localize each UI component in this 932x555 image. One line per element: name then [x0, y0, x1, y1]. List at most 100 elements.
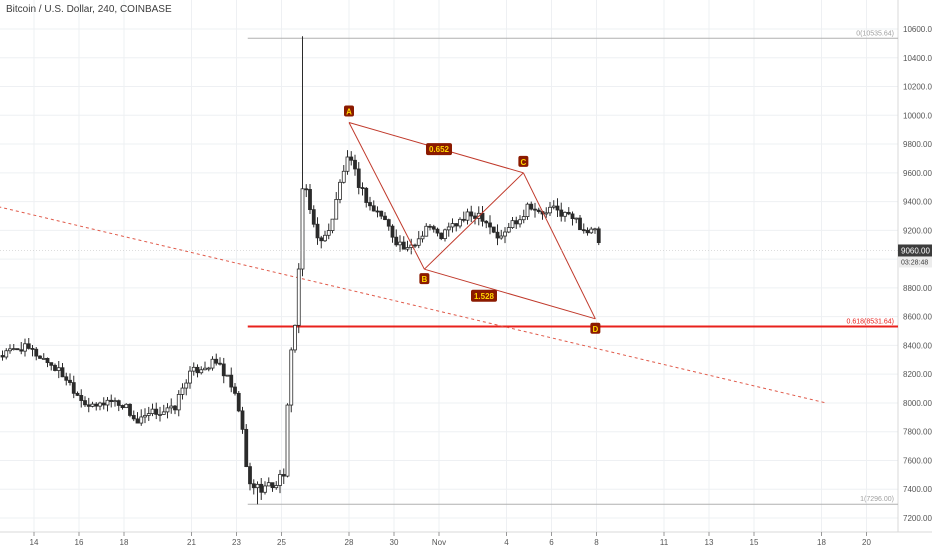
candle-body: [338, 181, 342, 200]
candle-body: [368, 202, 372, 207]
candle-body: [139, 416, 144, 424]
price-tick-label: 8800.00: [903, 284, 932, 293]
time-axis[interactable]: 14 16 18 21 23 25 28 30 Nov 4 6 8 11 13 15 18 20: [30, 532, 872, 547]
candle-body: [551, 205, 556, 208]
candle-body: [289, 349, 294, 406]
candle-body: [274, 485, 279, 489]
candle-body: [390, 225, 395, 238]
candle-body: [161, 411, 166, 415]
candle-body: [465, 211, 470, 221]
candle-body: [386, 219, 391, 227]
candle-body: [19, 349, 24, 352]
candle-body: [120, 405, 125, 409]
candle-body: [53, 364, 57, 371]
candle-body: [233, 386, 237, 394]
candle-body: [94, 403, 99, 407]
candle-body: [495, 231, 500, 239]
candle-body: [214, 358, 219, 364]
pattern-ratio-badge: [426, 143, 452, 156]
candle-body: [266, 482, 271, 487]
price-tick-label: 10000.00: [903, 111, 932, 120]
candle-body: [98, 402, 102, 407]
candle-body: [195, 366, 200, 374]
price-tick-label: 7200.00: [903, 514, 932, 523]
harmonic-pattern: A B C D 0.652 1.528: [344, 105, 601, 334]
time-tick-label: 25: [277, 538, 286, 547]
candle-body: [379, 210, 384, 217]
pattern-ratio-label: 1.528: [474, 292, 495, 301]
fib-level-1-label: 1(7296.00): [860, 496, 894, 503]
price-tick-label: 9400.00: [903, 198, 932, 207]
candle-body: [278, 474, 282, 486]
time-tick-label: 18: [817, 538, 826, 547]
candle-body: [383, 215, 387, 221]
candle-body: [454, 223, 459, 227]
price-tick-label: 8000.00: [903, 399, 932, 408]
candle-body: [218, 362, 222, 365]
candle-body: [491, 226, 496, 233]
candle-body: [244, 428, 249, 468]
candle-body: [23, 343, 27, 352]
price-tags: 9060.00 03:28:48: [0, 244, 932, 268]
candle-body: [251, 483, 256, 489]
candle-body: [296, 268, 301, 326]
candle-body: [521, 216, 526, 221]
last-price-tag: [898, 244, 932, 257]
candle-body: [34, 348, 39, 357]
pattern-point-label: D: [592, 325, 598, 334]
candle-body: [75, 392, 80, 396]
candle-body: [398, 241, 402, 246]
candle-body: [458, 218, 462, 227]
candle-body: [566, 211, 571, 215]
time-tick-label: 28: [345, 538, 354, 547]
candle-body: [281, 474, 286, 477]
candle-body: [285, 404, 290, 477]
candle-body: [206, 367, 211, 370]
candle-body: [413, 244, 417, 247]
candle-body: [146, 413, 151, 416]
candle-body: [64, 376, 69, 381]
fib-level-0618-label: 0.618(8531.64): [847, 318, 894, 325]
time-tick-label: 16: [75, 538, 84, 547]
candle-body: [180, 387, 185, 395]
candle-body: [364, 187, 369, 203]
candle-body: [71, 382, 76, 394]
time-tick-label: 8: [594, 538, 599, 547]
candle-body: [360, 187, 365, 189]
candle-body: [589, 228, 594, 234]
time-tick-label: 15: [750, 538, 759, 547]
price-tick-label: 8400.00: [903, 341, 932, 350]
candle-body: [585, 229, 590, 234]
chart-title: Bitcoin / U.S. Dollar, 240, COINBASE: [6, 4, 172, 15]
candle-body: [15, 348, 20, 351]
candle-body: [428, 225, 432, 228]
time-tick-label: 13: [705, 538, 714, 547]
candle-body: [510, 220, 515, 229]
candle-body: [56, 367, 61, 371]
candle-body: [68, 379, 72, 383]
candle-body: [86, 404, 91, 407]
candle-body: [248, 466, 252, 485]
candle-body: [518, 219, 522, 225]
countdown-tag: [898, 256, 932, 268]
candle-body: [293, 324, 297, 351]
candle-body: [38, 355, 42, 359]
candle-body: [341, 170, 346, 183]
candle-body: [435, 228, 440, 234]
candle-body: [203, 367, 207, 371]
candle-body: [353, 159, 357, 170]
last-price-text: 9060.00: [901, 246, 930, 255]
candle-body: [188, 370, 192, 384]
candle-body: [446, 226, 451, 231]
candle-body: [443, 229, 447, 240]
candle-body: [424, 225, 429, 237]
candle-body: [150, 408, 155, 414]
candle-body: [315, 223, 320, 239]
time-tick-label: 11: [660, 538, 669, 547]
candle-body: [83, 400, 87, 406]
candle-body: [405, 247, 410, 250]
pattern-leg-bc: [424, 172, 524, 270]
candle-body: [416, 238, 421, 246]
candle-body: [570, 213, 575, 219]
